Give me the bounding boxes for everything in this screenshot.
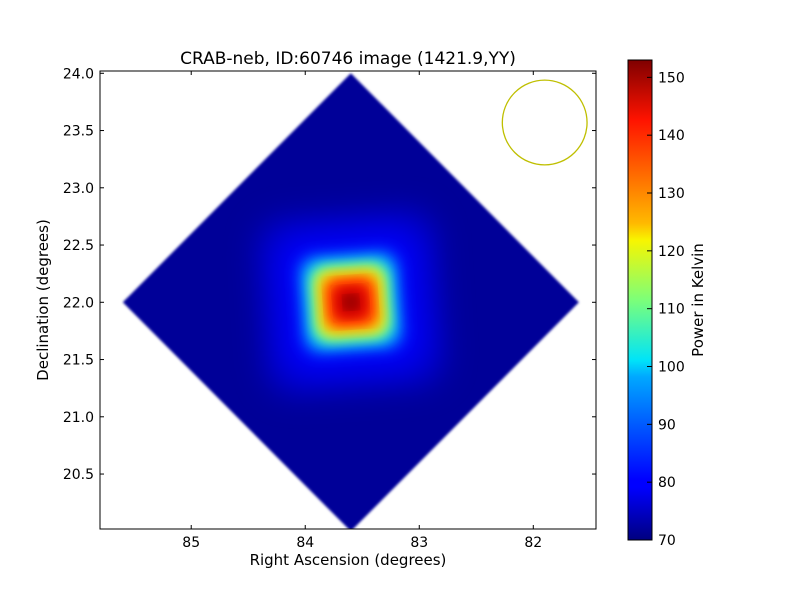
- x-tick-label: 82: [524, 535, 542, 551]
- colorbar-tick-label: 80: [658, 475, 676, 491]
- colorbar-tick-label: 100: [658, 360, 685, 376]
- chart-title: CRAB-neb, ID:60746 image (1421.9,YY): [180, 49, 516, 69]
- x-axis-ticks: 85 84 83 82: [182, 71, 542, 551]
- x-tick-label: 83: [410, 535, 428, 551]
- y-tick-label: 22.0: [63, 295, 94, 311]
- x-tick-label: 84: [296, 535, 314, 551]
- x-tick-label: 85: [182, 535, 200, 551]
- y-tick-label: 22.5: [63, 238, 94, 254]
- y-tick-label: 23.5: [63, 124, 94, 140]
- colorbar: [627, 59, 653, 541]
- y-axis-label: Declination (degrees): [34, 219, 52, 381]
- colorbar-tick-label: 130: [658, 186, 685, 202]
- colorbar-tick-label: 120: [658, 244, 685, 260]
- colorbar-label: Power in Kelvin: [689, 243, 707, 357]
- colorbar-tick-label: 110: [658, 302, 685, 318]
- y-tick-label: 20.5: [63, 467, 94, 483]
- y-tick-label: 23.0: [63, 181, 94, 197]
- colorbar-tick-label: 90: [658, 417, 676, 433]
- y-tick-label: 24.0: [63, 66, 94, 82]
- colorbar-ticks: 70 80 90 100 110 120 130 140 150: [647, 70, 685, 549]
- x-axis-label: Right Ascension (degrees): [250, 551, 447, 569]
- beam-circle: [501, 79, 588, 166]
- plot-frame: [99, 70, 597, 530]
- y-axis-ticks: 20.5 21.0 21.5 22.0 22.5 23.0 23.5 24.0: [63, 66, 596, 483]
- colorbar-tick-label: 70: [658, 533, 676, 549]
- source-level-9: [344, 295, 358, 309]
- heatmap-image: [122, 73, 579, 529]
- y-tick-label: 21.5: [63, 353, 94, 369]
- colorbar-tick-label: 140: [658, 128, 685, 144]
- colorbar-tick-label: 150: [658, 70, 685, 86]
- y-tick-label: 21.0: [63, 410, 94, 426]
